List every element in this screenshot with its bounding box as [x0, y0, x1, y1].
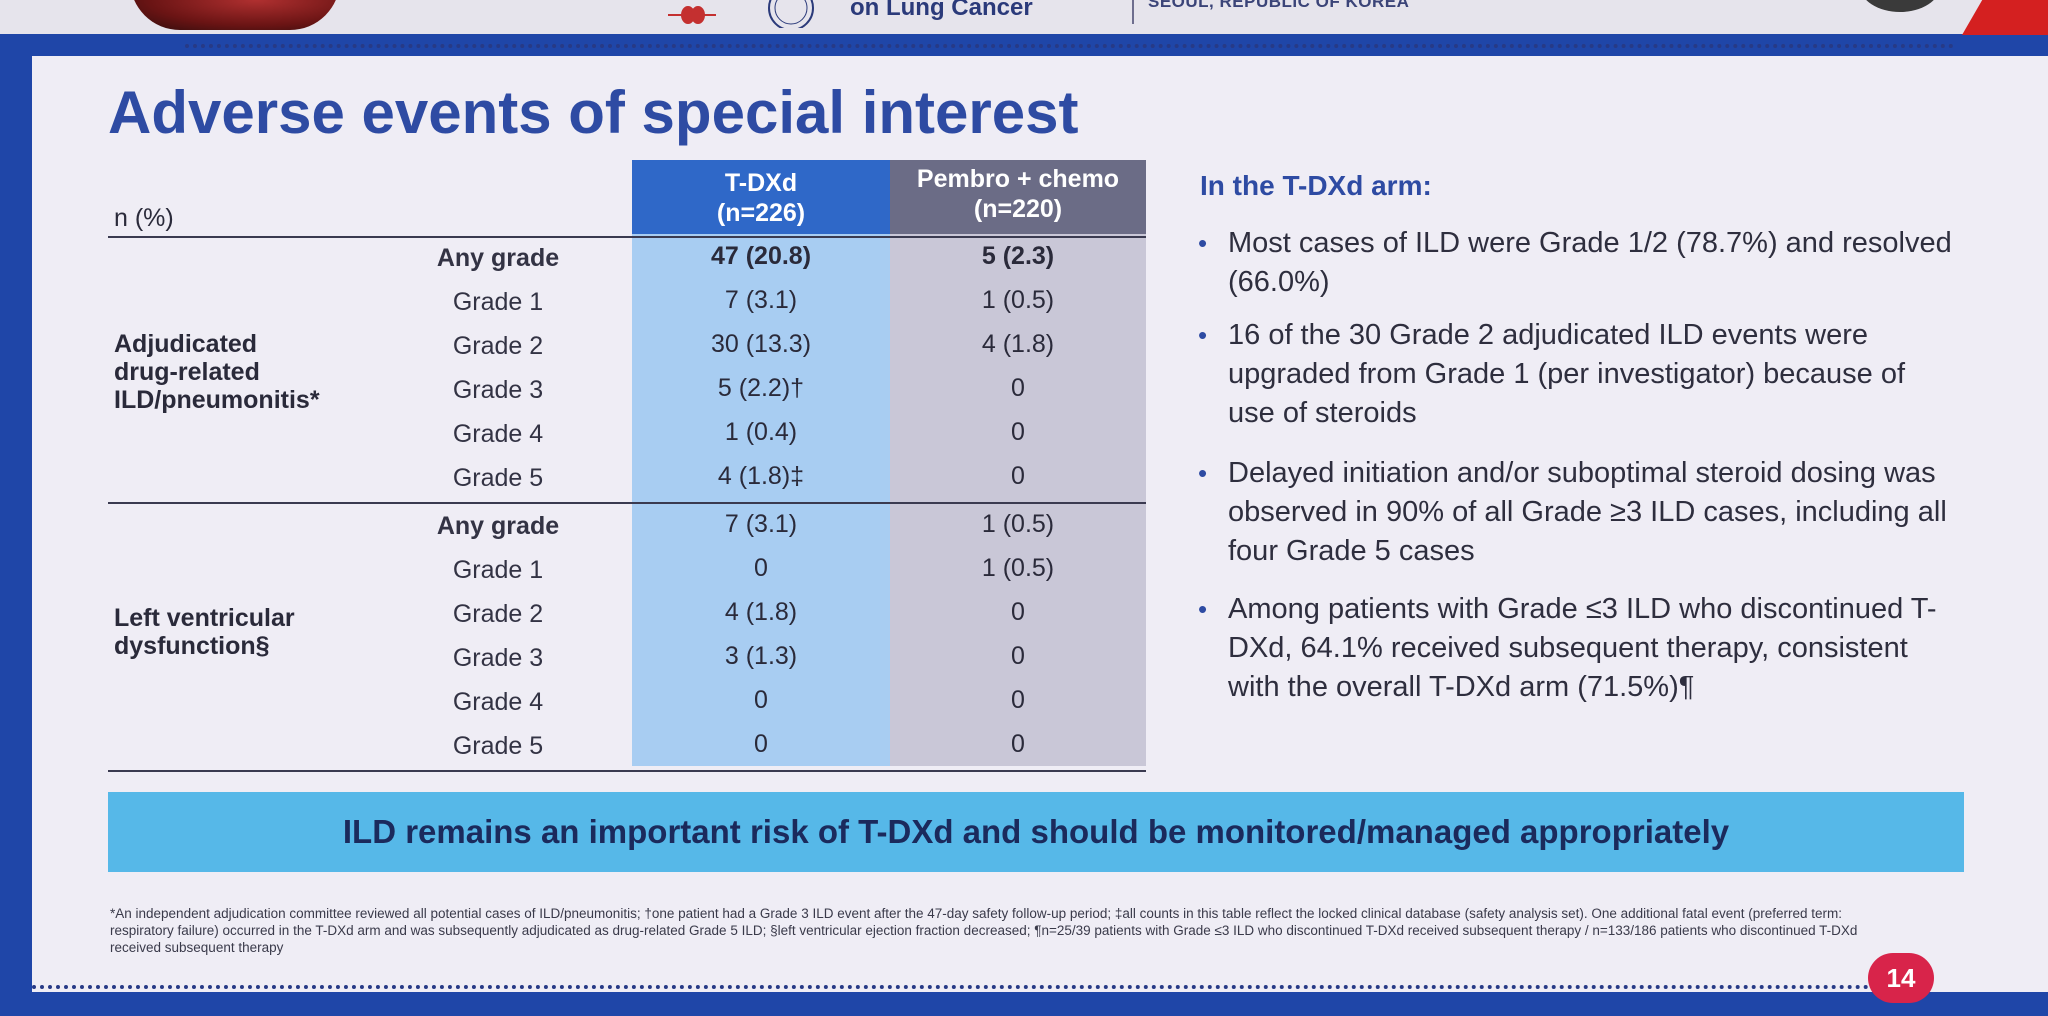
pembro-cell: 4 (1.8) [981, 330, 1055, 358]
group-label-line: ILD/pneumonitis* [114, 386, 320, 414]
tdxd-header-name: T-DXd [724, 169, 798, 197]
seal-icon [768, 0, 814, 28]
pembro-cell: 0 [1011, 686, 1025, 714]
dotted-divider-bottom [32, 985, 1902, 989]
grade-label: Grade 2 [452, 332, 544, 360]
tdxd-cell: 5 (2.2)† [717, 374, 805, 402]
tdxd-cell: 0 [754, 686, 768, 714]
right-panel-heading: In the T-DXd arm: [1200, 170, 1432, 201]
pembro-cell: 0 [1011, 642, 1025, 670]
grade-label: Grade 2 [452, 600, 544, 628]
bullet-text: Among patients with Grade ≤3 ILD who dis… [1228, 593, 1937, 703]
bullet-text: Most cases of ILD were Grade 1/2 (78.7%)… [1228, 227, 1952, 298]
pembro-cell: 0 [1011, 418, 1025, 446]
grade-label: Grade 3 [452, 376, 544, 404]
grade-label: Any grade [436, 512, 560, 540]
tdxd-cell: 1 (0.4) [724, 418, 798, 446]
tdxd-cell: 7 (3.1) [724, 510, 798, 538]
bottom-band [0, 992, 2048, 1016]
pembro-header-n: (n=220) [973, 195, 1063, 223]
pembro-column-bg [890, 162, 1146, 766]
footnote: *An independent adjudication committee r… [110, 906, 1858, 955]
page-number-badge: 14 [1868, 953, 1934, 1003]
lung-icon [668, 6, 716, 24]
key-message-banner: ILD remains an important risk of T-DXd a… [108, 792, 1964, 872]
tdxd-column-bg [632, 162, 890, 766]
tdxd-cell: 4 (1.8)‡ [717, 462, 805, 490]
n-percent-label: n (%) [114, 204, 174, 232]
tdxd-header-n: (n=226) [716, 199, 806, 227]
pembro-cell: 1 (0.5) [981, 286, 1055, 314]
pembro-cell: 0 [1011, 374, 1025, 402]
pembro-cell: 1 (0.5) [981, 554, 1055, 582]
bullet-dot-icon: • [1198, 228, 1208, 258]
bullet-text: 16 of the 30 Grade 2 adjudicated ILD eve… [1228, 319, 1906, 429]
grade-label: Grade 4 [452, 688, 544, 716]
conference-title: on Lung Cancer [850, 0, 1033, 21]
tdxd-cell: 47 (20.8) [710, 242, 812, 270]
conference-city: SEOUL, REPUBLIC OF KOREA [1148, 0, 1410, 11]
grade-label: Grade 5 [452, 732, 544, 760]
bullet-dot-icon: • [1198, 594, 1208, 624]
bullet-dot-icon: • [1198, 320, 1208, 350]
pembro-cell: 0 [1011, 462, 1025, 490]
pembro-cell: 0 [1011, 730, 1025, 758]
conference-header-strip: on Lung Cancer SEOUL, REPUBLIC OF KOREA [0, 0, 2048, 35]
grade-label: Grade 5 [452, 464, 544, 492]
table-bottom-rule [108, 770, 1146, 772]
dotted-divider-top [185, 44, 1955, 48]
tdxd-header: T-DXd (n=226) [632, 160, 890, 234]
pembro-header: Pembro + chemo (n=220) [890, 160, 1146, 234]
banner-text: ILD remains an important risk of T-DXd a… [342, 813, 1730, 850]
header-divider [1132, 0, 1134, 24]
group-label: Adjudicated drug-related ILD/pneumonitis* [114, 330, 320, 414]
tdxd-cell: 30 (13.3) [710, 330, 812, 358]
group-label-line: Adjudicated [114, 330, 258, 358]
slide-title: Adverse events of special interest [108, 79, 1079, 146]
grade-label: Grade 4 [452, 420, 544, 448]
group-label: Left ventricular dysfunction§ [114, 604, 295, 660]
tdxd-cell: 4 (1.8) [724, 598, 798, 626]
table-header-rule [108, 236, 1146, 238]
group-label-line: drug-related [114, 358, 260, 386]
bullet-text: Delayed initiation and/or suboptimal ste… [1228, 457, 1947, 567]
grade-label: Grade 1 [452, 556, 544, 584]
group-label-line: dysfunction§ [114, 632, 270, 660]
pembro-cell: 0 [1011, 598, 1025, 626]
grade-label: Any grade [436, 244, 560, 272]
group-label-line: Left ventricular [114, 604, 295, 632]
tdxd-cell: 0 [754, 554, 768, 582]
corner-logo [1860, 0, 1940, 12]
tdxd-cell: 0 [754, 730, 768, 758]
corner-accent [1962, 0, 2048, 35]
bullet-dot-icon: • [1198, 458, 1208, 488]
pembro-cell: 5 (2.3) [981, 242, 1055, 270]
grade-label: Grade 1 [452, 288, 544, 316]
grade-label: Grade 3 [452, 644, 544, 672]
tdxd-cell: 3 (1.3) [724, 642, 798, 670]
tdxd-cell: 7 (3.1) [724, 286, 798, 314]
group-divider-rule [108, 502, 1146, 504]
conference-logo [130, 0, 340, 30]
pembro-header-name: Pembro + chemo [916, 165, 1120, 193]
pembro-cell: 1 (0.5) [981, 510, 1055, 538]
